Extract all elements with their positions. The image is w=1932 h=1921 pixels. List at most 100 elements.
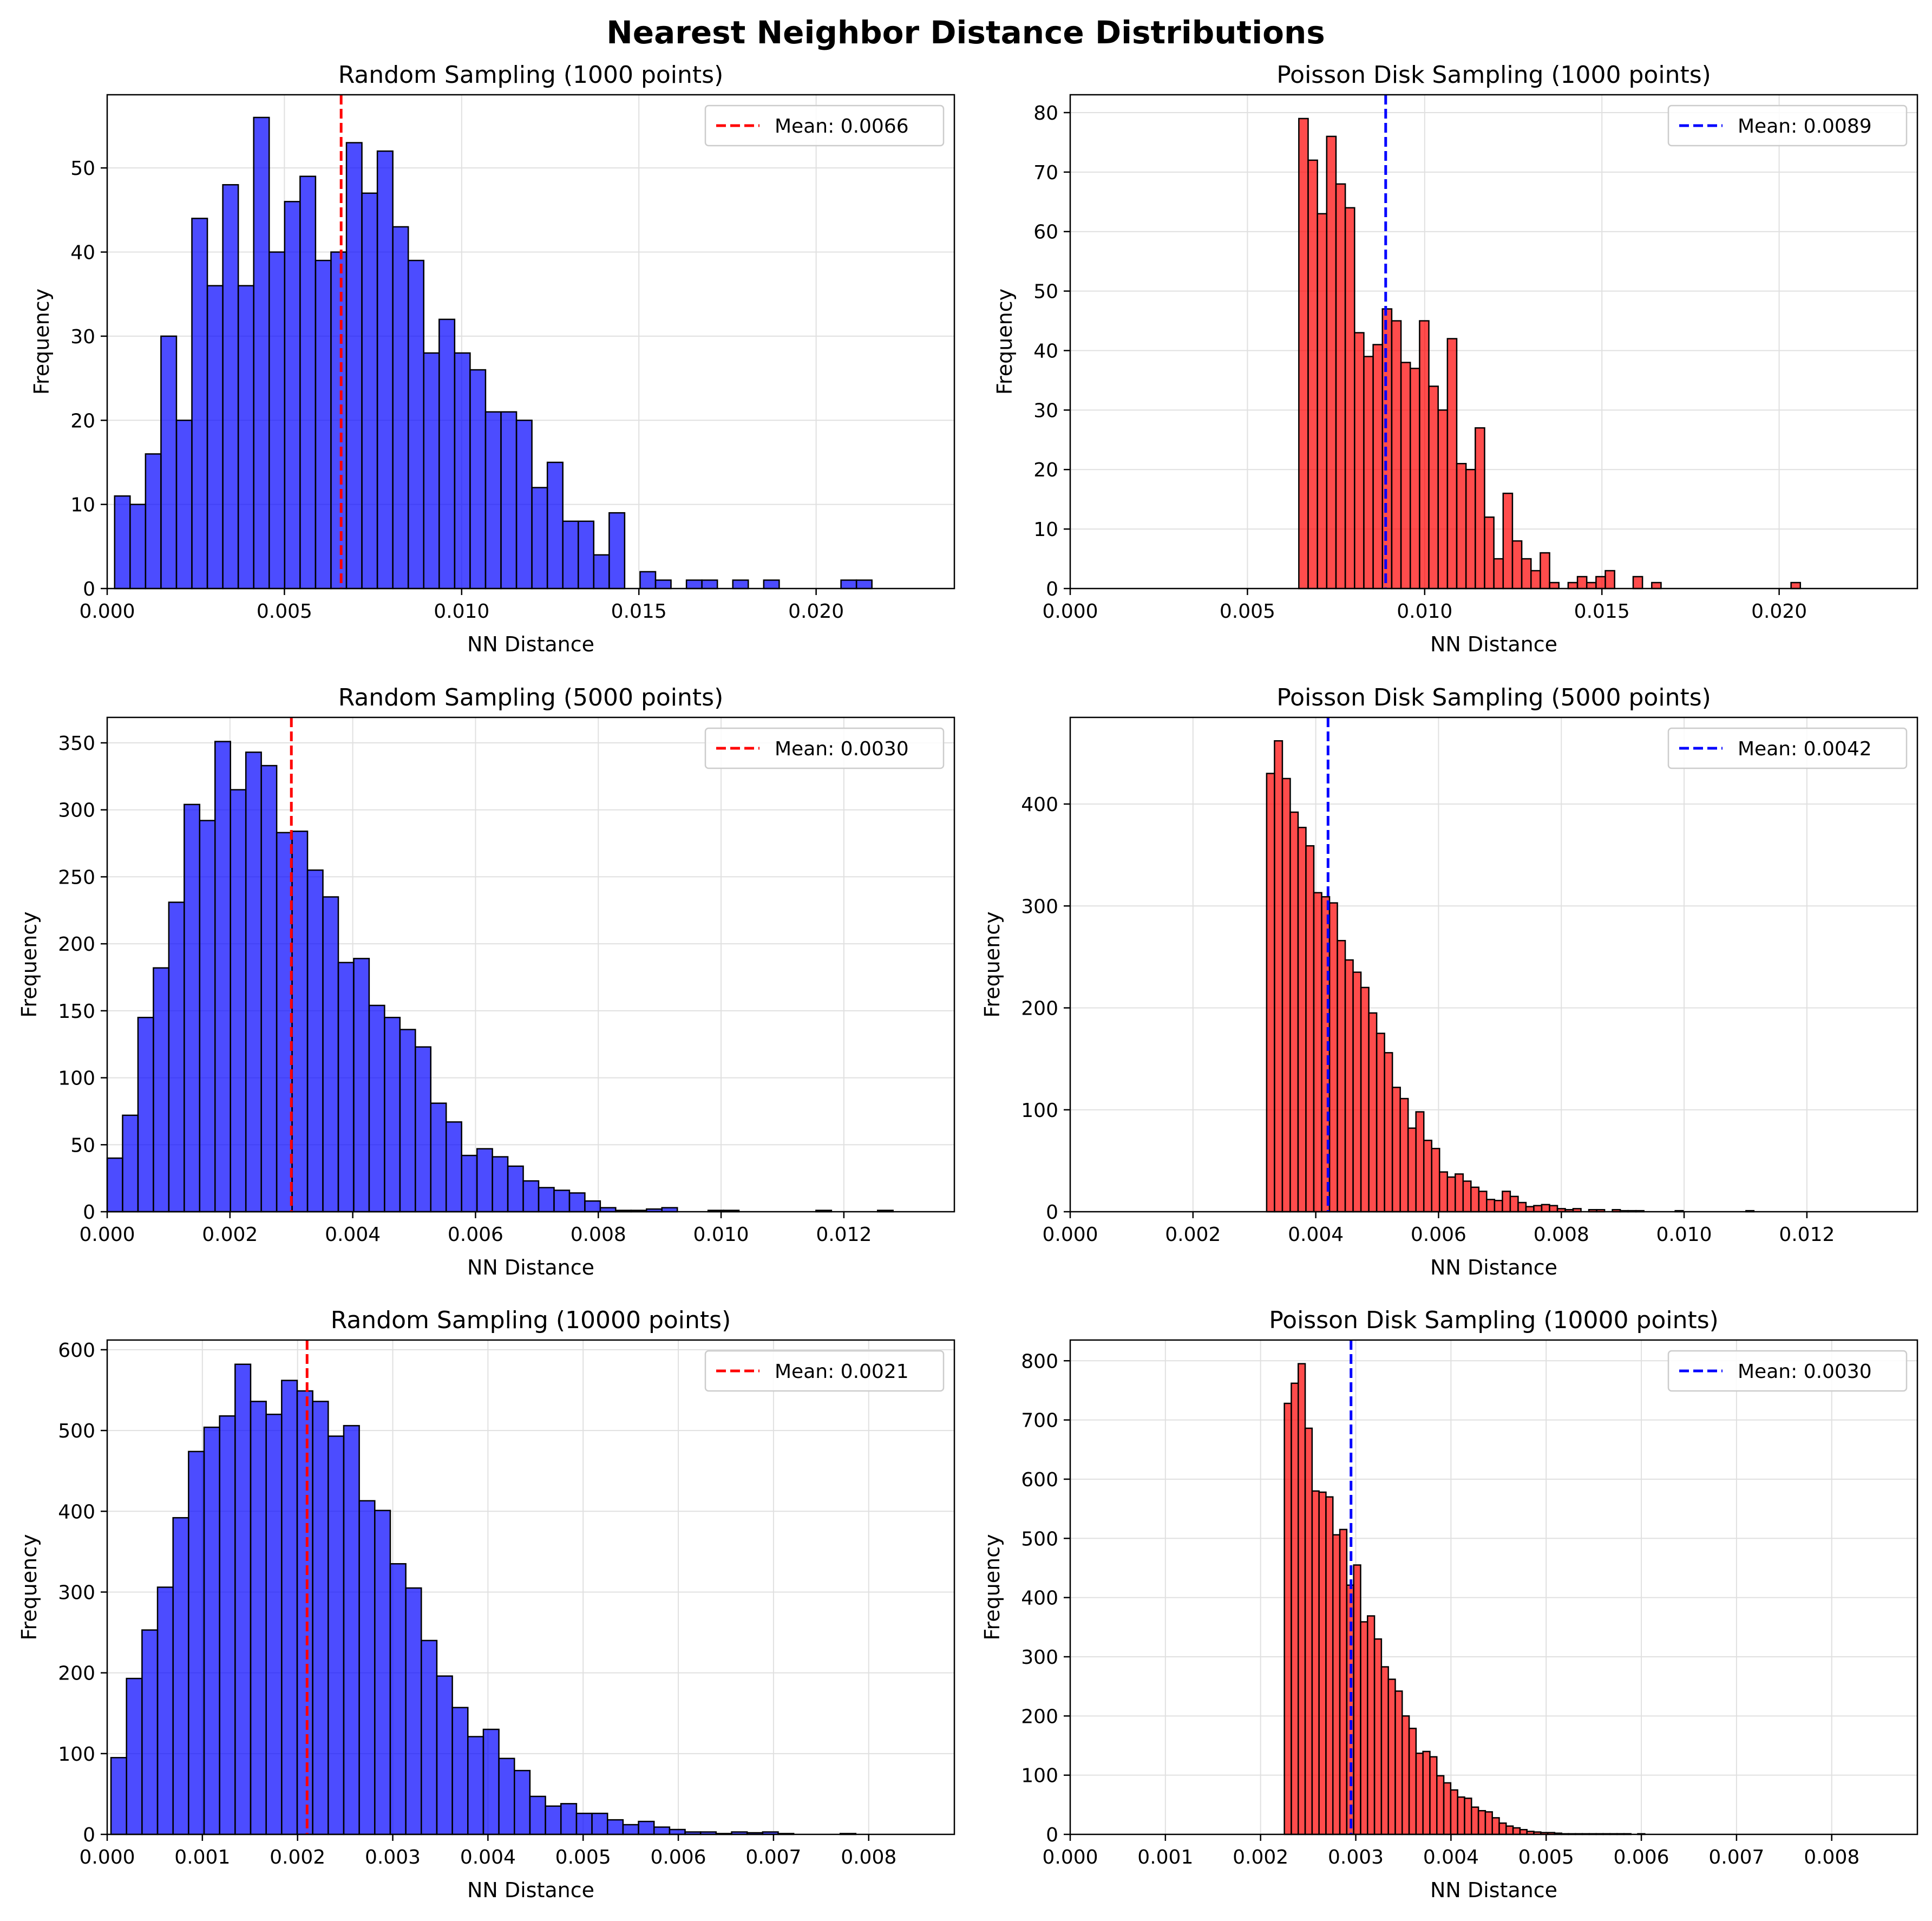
histogram-bar [492, 1156, 509, 1213]
histogram-bar [1509, 1195, 1519, 1213]
chart-panel-4: 0.000 0.002 0.004 0.006 0.008 0.010 0.012 0 100 2… [980, 684, 1918, 1279]
histogram-bar [638, 1820, 655, 1835]
histogram-bar [237, 285, 254, 590]
histogram-bar [1289, 811, 1299, 1213]
x-axis-label: NN Distance [1430, 632, 1557, 656]
histogram-bar [1304, 1427, 1313, 1835]
x-tick-label: 0.002 [1165, 1224, 1221, 1246]
y-tick-label: 150 [58, 1001, 95, 1023]
histogram-bar [328, 1435, 345, 1835]
histogram-bar [1491, 1817, 1500, 1835]
histogram-bar [1387, 1678, 1396, 1835]
histogram-bar [137, 1016, 154, 1213]
histogram-bar [1512, 1827, 1521, 1835]
x-tick-label: 0.020 [1751, 600, 1807, 623]
histogram-bar [141, 1629, 159, 1835]
histogram-bar [106, 1157, 123, 1213]
histogram-bar [281, 1380, 298, 1835]
histogram-bar [172, 1517, 189, 1835]
histogram-bar [1505, 1825, 1514, 1835]
y-tick-label: 100 [1021, 1100, 1058, 1122]
histogram-bar [1455, 1173, 1464, 1213]
y-tick-label: 0 [83, 578, 95, 600]
histogram-bar [1353, 1564, 1361, 1835]
histogram-bar [553, 1190, 571, 1213]
y-tick-label: 600 [58, 1340, 95, 1362]
y-tick-label: 30 [1033, 400, 1058, 422]
x-tick-label: 0.005 [1518, 1846, 1574, 1868]
histogram-bar [153, 967, 170, 1213]
histogram-bar [669, 1828, 686, 1835]
x-tick-label: 0.010 [693, 1224, 749, 1246]
histogram-bar [129, 504, 147, 590]
x-tick-label: 0.002 [270, 1846, 325, 1868]
histogram-bar [1464, 1798, 1472, 1835]
y-tick-label: 100 [58, 1068, 95, 1090]
histogram-bar [1576, 576, 1588, 590]
histogram-bar [1376, 1033, 1385, 1213]
x-tick-label: 0.004 [1423, 1846, 1479, 1868]
histogram-bar [1394, 1690, 1403, 1835]
chart-panel-6: 0.000 0.001 0.002 0.003 0.004 0.005 0.006 0.007… [980, 1306, 1918, 1902]
histogram-bar [1632, 576, 1643, 590]
histogram-bar [622, 1824, 639, 1835]
histogram-bar [1318, 1491, 1327, 1835]
y-tick-label: 0 [1046, 1201, 1058, 1224]
histogram-bar [1446, 1176, 1456, 1213]
histogram-bar [1567, 581, 1579, 590]
histogram-bar [1477, 1810, 1486, 1835]
histogram-bar [1381, 308, 1393, 590]
x-axis-label: NN Distance [467, 1256, 594, 1279]
histogram-bar [1446, 338, 1458, 590]
x-tick-label: 0.012 [1779, 1224, 1835, 1246]
histogram-bar [529, 1795, 546, 1835]
x-axis-label: NN Distance [467, 1878, 594, 1902]
legend: Mean: 0.0021 [704, 1350, 945, 1392]
histogram-bar [1408, 1728, 1417, 1835]
histogram-bar [415, 1046, 432, 1213]
histogram-bar [1368, 1012, 1378, 1213]
histogram-bar [1335, 183, 1346, 590]
histogram-bar [763, 579, 780, 590]
histogram-bar [1423, 1139, 1432, 1213]
histogram-bar [1297, 1363, 1306, 1835]
legend-label: Mean: 0.0089 [1738, 115, 1872, 138]
histogram-bar [1415, 1111, 1425, 1213]
histogram-bar [1317, 213, 1328, 590]
histogram-bar [1344, 207, 1355, 590]
x-tick-label: 0.006 [651, 1846, 706, 1868]
histogram-bar [1456, 463, 1467, 590]
histogram-bar [1429, 1756, 1438, 1835]
histogram-bar [606, 1819, 624, 1835]
histogram-bar [1475, 427, 1485, 590]
histogram-bar [184, 803, 201, 1213]
y-tick-label: 350 [58, 733, 95, 755]
histogram-bar [145, 453, 162, 590]
x-tick-label: 0.006 [448, 1224, 503, 1246]
y-tick-label: 200 [1021, 998, 1058, 1020]
y-tick-label: 60 [1033, 221, 1058, 244]
histogram-bar [268, 251, 286, 590]
legend-box [704, 1350, 945, 1392]
y-tick-label: 0 [83, 1824, 95, 1846]
panel-title: Poisson Disk Sampling (10000 points) [1269, 1306, 1719, 1334]
histogram-bar [1352, 971, 1362, 1213]
histogram-bar [1517, 1201, 1527, 1213]
legend-box [704, 727, 945, 769]
x-tick-label: 0.010 [434, 600, 489, 623]
x-tick-label: 0.015 [611, 600, 667, 623]
histogram-bar [1502, 1191, 1511, 1213]
x-tick-label: 0.000 [1042, 1224, 1098, 1246]
histogram-bar [253, 116, 270, 590]
histogram-bar [1443, 1782, 1452, 1835]
histogram-bar [1409, 368, 1420, 590]
histogram-bar [1305, 845, 1315, 1213]
histogram-bar [1400, 362, 1411, 590]
histogram-bar [1438, 1171, 1449, 1213]
histogram-bar [1419, 320, 1430, 590]
legend: Mean: 0.0089 [1667, 104, 1908, 147]
histogram-bar [315, 259, 332, 590]
y-tick-label: 80 [1033, 102, 1058, 125]
histogram-bar [1307, 159, 1318, 590]
histogram-bar [1462, 1180, 1472, 1213]
